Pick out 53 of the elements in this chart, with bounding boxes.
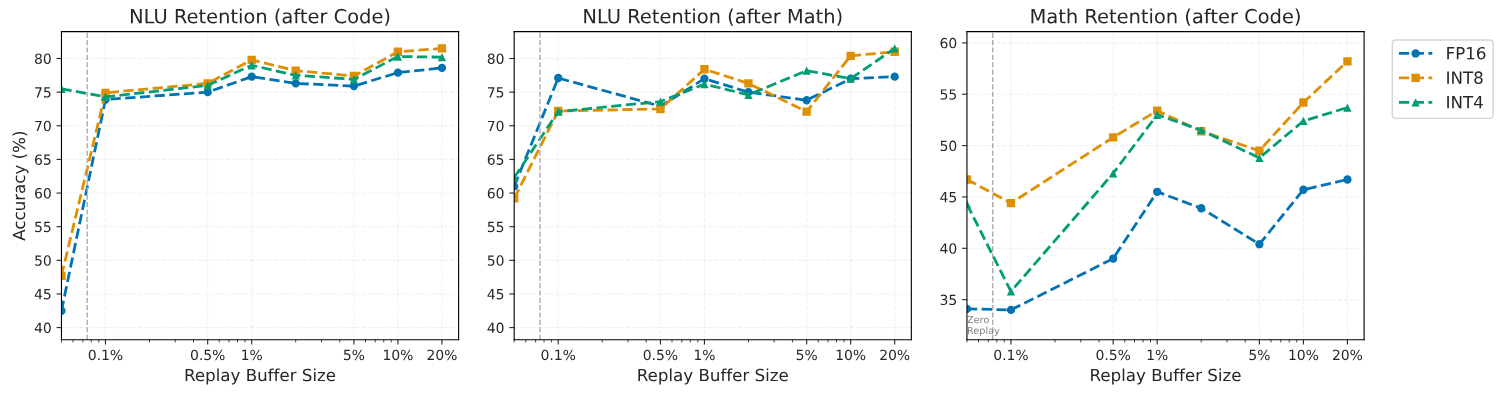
x-tick-label: 0.1% xyxy=(88,349,123,361)
x-tick-label: 10% xyxy=(836,349,866,361)
y-tick-label: 60 xyxy=(487,188,504,199)
y-tick-label: 60 xyxy=(35,188,51,199)
legend-label: INT8 xyxy=(1447,71,1483,84)
y-tick-label: 60 xyxy=(940,37,957,49)
x-tick-label: 10% xyxy=(1289,349,1319,361)
x-tick-label: 0.5% xyxy=(190,349,225,361)
x-tick-label: 5% xyxy=(343,349,365,361)
y-tick-label: 40 xyxy=(940,243,957,254)
y-tick-label: 70 xyxy=(487,120,504,132)
x-tick-label: 1% xyxy=(694,349,715,361)
y-tick-label: 65 xyxy=(487,154,504,165)
y-tick-label: 50 xyxy=(35,255,51,266)
y-tick-label: 75 xyxy=(35,87,51,98)
legend-label: FP16 xyxy=(1447,46,1486,60)
x-axis-title: Replay Buffer Size xyxy=(1091,368,1241,385)
y-tick-label: 65 xyxy=(35,154,51,165)
chart-title: NLU Retention (after Code) xyxy=(130,8,390,26)
y-tick-label: 50 xyxy=(487,255,504,266)
x-tick-label: 0.5% xyxy=(1096,349,1131,361)
y-tick-label: 45 xyxy=(940,192,957,203)
y-tick-label: 70 xyxy=(35,120,51,132)
x-tick-label: 1% xyxy=(1147,349,1168,361)
y-tick-label: 35 xyxy=(940,294,957,306)
x-tick-label: 20% xyxy=(1333,349,1363,361)
x-tick-label: 10% xyxy=(384,349,413,361)
y-tick-label: 80 xyxy=(35,53,51,64)
y-tick-label: 55 xyxy=(487,221,504,233)
ref-line-label: Zero Replay xyxy=(967,316,1000,336)
x-tick-label: 0.1% xyxy=(994,349,1028,361)
y-tick-label: 75 xyxy=(487,87,504,98)
x-tick-label: 0.1% xyxy=(541,349,576,361)
x-tick-label: 20% xyxy=(427,349,457,361)
chart-title: NLU Retention (after Math) xyxy=(584,8,842,26)
x-tick-label: 5% xyxy=(1249,349,1270,361)
x-axis-title: Replay Buffer Size xyxy=(185,368,336,385)
x-tick-label: 5% xyxy=(796,349,817,361)
chart-title: Math Retention (after Code) xyxy=(1031,8,1300,26)
x-tick-label: 1% xyxy=(242,349,262,361)
x-axis-title: Replay Buffer Size xyxy=(638,368,788,385)
y-axis-title: Accuracy (%) xyxy=(12,131,29,241)
y-tick-label: 50 xyxy=(940,140,957,152)
y-tick-label: 55 xyxy=(940,89,957,100)
y-tick-label: 45 xyxy=(34,289,51,300)
y-tick-label: 45 xyxy=(487,289,504,300)
legend-label: INT4 xyxy=(1447,96,1483,109)
y-tick-label: 40 xyxy=(34,322,51,334)
y-tick-label: 80 xyxy=(487,53,504,64)
y-tick-label: 40 xyxy=(487,322,504,334)
y-tick-label: 55 xyxy=(35,221,51,233)
x-tick-label: 0.5% xyxy=(643,349,678,361)
x-tick-label: 20% xyxy=(880,349,910,361)
